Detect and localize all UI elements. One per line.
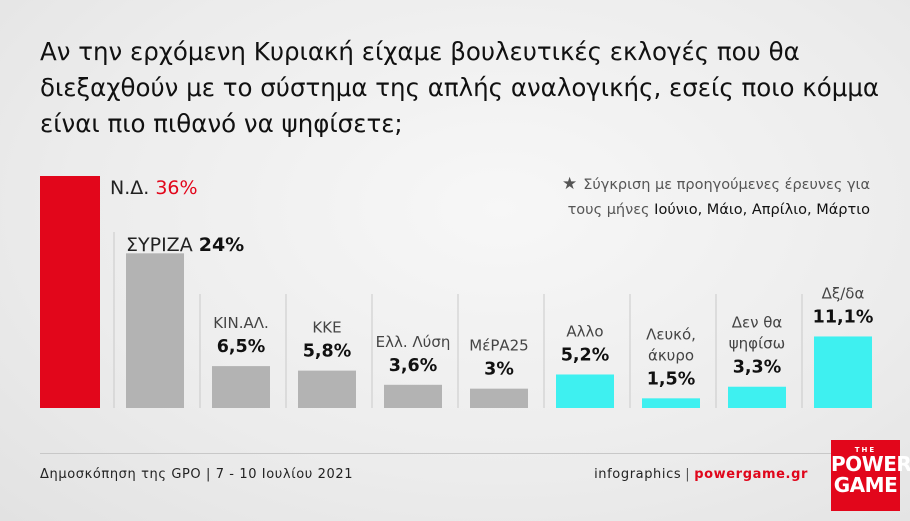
category-label: ΚΙΝ.ΑΛ. (213, 314, 269, 332)
value-label: 24% (199, 234, 244, 256)
bar-4 (384, 384, 442, 408)
value-label: 1,5% (647, 369, 696, 389)
comparison-note: ★ Σύγκριση με προηγούμενες έρευνες για το… (470, 172, 870, 223)
value-label: 3,3% (733, 358, 782, 378)
bar-3 (298, 370, 356, 408)
category-label: άκυρο (648, 346, 694, 364)
category-label: Δξ/δα (822, 284, 865, 302)
category-label: Ν.Δ. 36% (110, 177, 198, 199)
note-line-1: Σύγκριση με προηγούμενες έρευνες για (583, 177, 870, 193)
footer-site-link[interactable]: powergame.gr (694, 467, 808, 482)
logo-power: POWER (831, 452, 910, 476)
bar-6 (556, 374, 614, 408)
category-label: Λευκό, (646, 325, 696, 343)
category-label: ΜέΡΑ25 (469, 337, 528, 355)
category-label: Αλλο (566, 322, 603, 340)
bar-2 (212, 366, 270, 408)
logo-the: THE (854, 446, 877, 454)
bar-5 (470, 388, 528, 408)
note-months: Ιούνιο, Μάιο, Απρίλιο, Μάρτιο (654, 202, 870, 218)
category-label: Ελλ. Λύση (376, 333, 451, 351)
chart-title: Αν την ερχόμενη Κυριακή είχαμε βουλευτικ… (40, 37, 880, 138)
bar-1 (126, 253, 184, 408)
bar-9 (814, 336, 872, 408)
category-label: ΚΚΕ (312, 319, 341, 337)
bar-8 (728, 386, 786, 408)
star-icon: ★ (561, 174, 578, 194)
bar-0 (40, 176, 100, 408)
category-label: ΣΥΡΙΖΑ 24% (126, 234, 244, 256)
value-label: 3,6% (389, 356, 438, 376)
category-label: Δεν θα (732, 314, 783, 332)
value-label: 5,2% (561, 345, 610, 365)
footer-divider (40, 453, 872, 454)
value-label: 11,1% (813, 307, 874, 327)
value-label: 6,5% (217, 337, 266, 357)
footer-separator: | (685, 467, 691, 482)
logo-game: GAME (833, 473, 898, 497)
footer-infographics: infographics (594, 467, 682, 482)
value-label: 36% (155, 177, 197, 199)
footer-credits: infographics | powergame.gr (594, 467, 808, 482)
note-line-2-prefix: τους μήνες (567, 202, 655, 218)
bar-7 (642, 398, 700, 408)
value-label: 5,8% (303, 342, 352, 362)
value-label: 3% (484, 360, 514, 380)
powergame-logo: THE POWER GAME (831, 440, 910, 511)
category-label: ψηφίσω (729, 335, 785, 353)
footer-source: Δημοσκόπηση της GPO | 7 - 10 Ιουλίου 202… (40, 467, 354, 482)
